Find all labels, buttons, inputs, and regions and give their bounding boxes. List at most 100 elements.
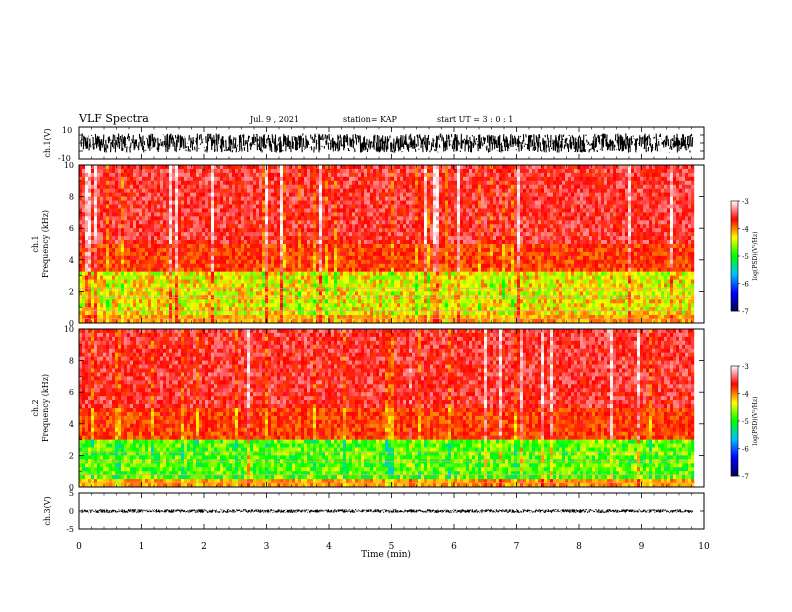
spectrogram-cell bbox=[166, 228, 170, 233]
spectrogram-cell bbox=[190, 196, 194, 201]
spectrogram-cell bbox=[292, 267, 296, 272]
spectrogram-cell bbox=[349, 263, 353, 268]
spectrogram-cell bbox=[211, 168, 215, 174]
spectrogram-cell bbox=[259, 196, 263, 201]
spectrogram-cell bbox=[136, 165, 140, 170]
spectrogram-cell bbox=[418, 283, 422, 288]
spectrogram-cell bbox=[274, 267, 278, 272]
spectrogram-cell bbox=[211, 287, 215, 292]
spectrogram-cell bbox=[370, 263, 374, 268]
spectrogram-cell bbox=[334, 180, 338, 186]
spectrogram-cell bbox=[85, 251, 89, 257]
spectrogram-cell bbox=[94, 168, 98, 174]
spectrogram-cell bbox=[256, 291, 260, 296]
spectrogram-cell bbox=[115, 247, 119, 253]
spectrogram-cell bbox=[202, 263, 206, 268]
spectrogram-cell bbox=[430, 236, 434, 241]
spectrogram-cell bbox=[85, 319, 89, 324]
spectrogram-cell bbox=[223, 196, 227, 201]
spectrogram-cell bbox=[433, 236, 437, 241]
spectrogram-cell bbox=[436, 208, 440, 213]
spectrogram-cell bbox=[151, 259, 155, 265]
spectrogram-cell bbox=[178, 244, 182, 249]
spectrogram-cell bbox=[145, 188, 149, 193]
spectrogram-cell bbox=[367, 188, 371, 193]
spectrogram-cell bbox=[394, 307, 398, 312]
spectrogram-cell bbox=[325, 251, 329, 257]
spectrogram-cell bbox=[187, 244, 191, 249]
spectrogram-cell bbox=[106, 263, 110, 268]
spectrogram-cell bbox=[97, 188, 101, 193]
spectrogram-cell bbox=[295, 275, 299, 280]
spectrogram-cell bbox=[289, 267, 293, 272]
spectrogram-cell bbox=[313, 319, 317, 324]
spectrogram-cell bbox=[331, 287, 335, 292]
spectrogram-cell bbox=[277, 196, 281, 201]
spectrogram-cell bbox=[190, 236, 194, 241]
spectrogram-cell bbox=[226, 224, 230, 229]
spectrogram-cell bbox=[385, 283, 389, 288]
spectrogram-cell bbox=[142, 319, 146, 324]
spectrogram-cell bbox=[340, 291, 344, 296]
spectrogram-cell bbox=[256, 315, 260, 320]
spectrogram-cell bbox=[169, 180, 173, 186]
spectrogram-cell bbox=[271, 216, 275, 221]
spectrogram-cell bbox=[370, 216, 374, 221]
spectrogram-cell bbox=[370, 240, 374, 245]
spectrogram-cell bbox=[346, 180, 350, 186]
spectrogram-cell bbox=[346, 204, 350, 209]
spectrogram-cell bbox=[367, 287, 371, 292]
spectrogram-cell bbox=[451, 192, 455, 197]
spectrogram-cell bbox=[400, 196, 404, 201]
spectrogram-cell bbox=[148, 168, 152, 174]
spectrogram-cell bbox=[355, 259, 359, 265]
spectrogram-cell bbox=[121, 247, 125, 253]
spectrogram-cell bbox=[142, 275, 146, 280]
spectrogram-cell bbox=[352, 303, 356, 308]
spectrogram-cell bbox=[139, 247, 143, 253]
spectrogram-cell bbox=[247, 244, 251, 249]
spectrogram-cell bbox=[244, 251, 248, 257]
spectrogram-cell bbox=[271, 208, 275, 213]
spectrogram-cell bbox=[142, 303, 146, 308]
spectrogram-cell bbox=[109, 184, 113, 189]
spectrogram-cell bbox=[223, 244, 227, 249]
spectrogram-cell bbox=[136, 303, 140, 308]
spectrogram-cell bbox=[205, 255, 209, 261]
spectrogram-cell bbox=[145, 244, 149, 249]
spectrogram-cell bbox=[124, 224, 128, 229]
spectrogram-cell bbox=[112, 232, 116, 237]
spectrogram-cell bbox=[100, 279, 104, 284]
spectrogram-cell bbox=[442, 200, 446, 205]
spectrogram-cell bbox=[445, 247, 449, 253]
spectrogram-cell bbox=[130, 220, 134, 225]
spectrogram-cell bbox=[94, 204, 98, 209]
spectrogram-cell bbox=[394, 220, 398, 225]
spectrogram-cell bbox=[382, 188, 386, 193]
spectrogram-cell bbox=[451, 208, 455, 213]
spectrogram-cell bbox=[79, 259, 83, 265]
spectrogram-cell bbox=[151, 279, 155, 284]
spectrogram-cell bbox=[400, 204, 404, 209]
spectrogram-cell bbox=[184, 247, 188, 253]
spectrogram-cell bbox=[136, 279, 140, 284]
spectrogram-cell bbox=[403, 251, 407, 257]
spectrogram-cell bbox=[232, 220, 236, 225]
spectrogram-cell bbox=[448, 228, 452, 233]
spectrogram-cell bbox=[268, 228, 272, 233]
spectrogram-cell bbox=[166, 319, 170, 324]
spectrogram-cell bbox=[154, 303, 158, 308]
spectrogram-cell bbox=[172, 172, 176, 178]
spectrogram-cell bbox=[250, 165, 254, 170]
spectrogram-cell bbox=[295, 259, 299, 265]
spectrogram-cell bbox=[283, 244, 287, 249]
spectrogram-cell bbox=[190, 315, 194, 320]
spectrogram-cell bbox=[412, 291, 416, 296]
spectrogram-cell bbox=[115, 188, 119, 193]
spectrogram-cell bbox=[241, 200, 245, 205]
spectrogram-cell bbox=[442, 240, 446, 245]
spectrogram-cell bbox=[352, 263, 356, 268]
spectrogram-cell bbox=[268, 259, 272, 265]
spectrogram-cell bbox=[256, 255, 260, 261]
spectrogram-cell bbox=[229, 287, 233, 292]
